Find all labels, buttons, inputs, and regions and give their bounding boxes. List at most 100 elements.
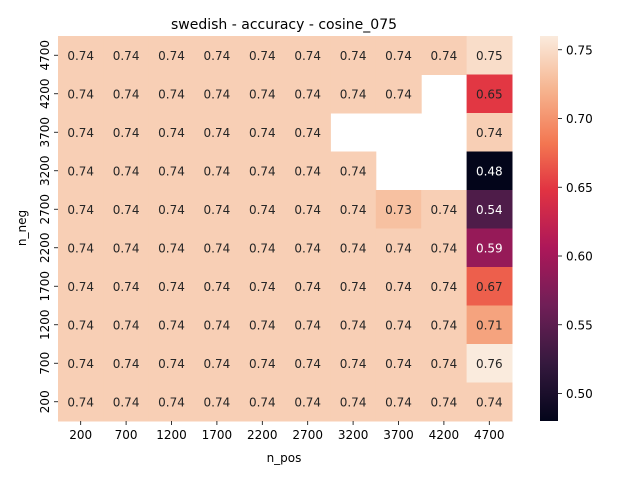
cell-value-label: 0.75 bbox=[476, 49, 503, 63]
cell-value-label: 0.74 bbox=[113, 87, 140, 101]
cell-value-label: 0.74 bbox=[67, 280, 94, 294]
cell-value-label: 0.74 bbox=[249, 318, 276, 332]
heatmap-cell bbox=[194, 151, 241, 191]
y-tick-label: 2700 bbox=[38, 194, 52, 225]
heatmap-cell bbox=[239, 36, 286, 75]
cell-value-label: 0.74 bbox=[294, 87, 321, 101]
heatmap-cell bbox=[194, 267, 241, 306]
cell-value-label: 0.59 bbox=[476, 241, 503, 255]
heatmap-cell bbox=[239, 267, 286, 306]
y-tick-label: 700 bbox=[38, 352, 52, 375]
heatmap-cell bbox=[285, 382, 331, 422]
cell-value-label: 0.74 bbox=[158, 241, 185, 255]
heatmap-cell bbox=[194, 382, 241, 422]
heatmap-cell bbox=[194, 190, 241, 229]
heatmap-cell bbox=[375, 36, 422, 75]
cell-value-label: 0.74 bbox=[158, 126, 185, 140]
heatmap-cell bbox=[285, 228, 331, 268]
heatmap-cell bbox=[148, 190, 195, 229]
chart-title: swedish - accuracy - cosine_075 bbox=[171, 17, 397, 33]
heatmap-cell bbox=[58, 267, 104, 306]
cell-value-label: 0.74 bbox=[340, 203, 367, 217]
cell-value-label: 0.74 bbox=[249, 49, 276, 63]
cell-value-label: 0.74 bbox=[476, 395, 503, 409]
heatmap-cell bbox=[421, 344, 468, 383]
cell-value-label: 0.74 bbox=[113, 395, 140, 409]
heatmap-cell bbox=[421, 36, 468, 75]
cell-value-label: 0.74 bbox=[158, 357, 185, 371]
heatmap-cell bbox=[421, 305, 468, 345]
x-axis-ticks: 200 700 1200 1700 2200 2700 3200 3700 4200 4700 bbox=[69, 421, 505, 442]
heatmap-cell bbox=[148, 74, 195, 114]
heatmap-cell bbox=[148, 267, 195, 306]
heatmap-cell bbox=[466, 267, 513, 306]
heatmap-cell bbox=[330, 382, 377, 422]
heatmap-cell bbox=[239, 113, 286, 152]
heatmap-cell bbox=[285, 74, 331, 114]
heatmap-cell bbox=[330, 305, 377, 345]
heatmap-cell bbox=[466, 305, 513, 345]
heatmap-cell bbox=[375, 344, 422, 383]
heatmap-cell bbox=[330, 190, 377, 229]
cell-value-label: 0.74 bbox=[431, 280, 458, 294]
heatmap-cell bbox=[58, 228, 104, 268]
cell-value-label: 0.74 bbox=[431, 357, 458, 371]
y-tick-label: 3700 bbox=[38, 117, 52, 148]
cell-value-label: 0.74 bbox=[431, 203, 458, 217]
cell-value-label: 0.74 bbox=[294, 395, 321, 409]
heatmap-cell bbox=[58, 74, 104, 114]
cell-value-label: 0.74 bbox=[249, 203, 276, 217]
cell-value-label: 0.74 bbox=[67, 395, 94, 409]
cell-value-label: 0.74 bbox=[158, 395, 185, 409]
cell-value-label: 0.74 bbox=[249, 280, 276, 294]
x-tick-label: 2700 bbox=[292, 428, 323, 442]
colorbar bbox=[540, 36, 558, 421]
x-tick-label: 3700 bbox=[383, 428, 414, 442]
heatmap-cell bbox=[194, 113, 241, 152]
heatmap-cell bbox=[58, 305, 104, 345]
heatmap-cell bbox=[421, 190, 468, 229]
heatmap-cell bbox=[285, 190, 331, 229]
heatmap-cell bbox=[375, 228, 422, 268]
cell-value-label: 0.74 bbox=[113, 357, 140, 371]
y-tick-label: 1700 bbox=[38, 271, 52, 302]
cell-value-label: 0.74 bbox=[204, 357, 231, 371]
heatmap-cell bbox=[58, 113, 104, 152]
heatmap-cell bbox=[239, 190, 286, 229]
y-tick-label: 4200 bbox=[38, 78, 52, 109]
cell-value-label: 0.74 bbox=[158, 49, 185, 63]
x-tick-label: 700 bbox=[115, 428, 138, 442]
x-tick-label: 3200 bbox=[338, 428, 369, 442]
y-axis-ticks: 4700 4200 3700 3200 2700 2200 1700 1200 700 200 bbox=[38, 40, 58, 413]
heatmap-cell bbox=[239, 228, 286, 268]
heatmap-cell bbox=[103, 36, 150, 75]
cell-value-label: 0.74 bbox=[158, 318, 185, 332]
heatmap-cell bbox=[466, 382, 513, 422]
cell-value-label: 0.65 bbox=[476, 87, 503, 101]
cell-value-label: 0.74 bbox=[113, 280, 140, 294]
heatmap-cell bbox=[103, 344, 150, 383]
heatmap-cell bbox=[103, 113, 150, 152]
cell-value-label: 0.74 bbox=[249, 164, 276, 178]
heatmap-cell bbox=[421, 382, 468, 422]
cell-value-label: 0.74 bbox=[67, 87, 94, 101]
cell-value-label: 0.74 bbox=[204, 241, 231, 255]
heatmap-cell bbox=[148, 305, 195, 345]
heatmap-cell bbox=[148, 151, 195, 191]
cell-value-label: 0.74 bbox=[67, 357, 94, 371]
heatmap-cell bbox=[239, 382, 286, 422]
cell-value-label: 0.48 bbox=[476, 164, 503, 178]
colorbar-tick-label: 0.70 bbox=[566, 112, 593, 126]
cell-value-label: 0.74 bbox=[431, 395, 458, 409]
cell-value-label: 0.74 bbox=[204, 318, 231, 332]
heatmap-cell bbox=[375, 74, 422, 114]
heatmap-cell bbox=[285, 344, 331, 383]
cell-value-label: 0.74 bbox=[340, 395, 367, 409]
cell-value-label: 0.74 bbox=[204, 280, 231, 294]
heatmap-cell bbox=[194, 36, 241, 75]
heatmap-cell bbox=[103, 74, 150, 114]
cell-value-label: 0.74 bbox=[113, 318, 140, 332]
y-tick-label: 2200 bbox=[38, 232, 52, 263]
cell-value-label: 0.74 bbox=[294, 280, 321, 294]
